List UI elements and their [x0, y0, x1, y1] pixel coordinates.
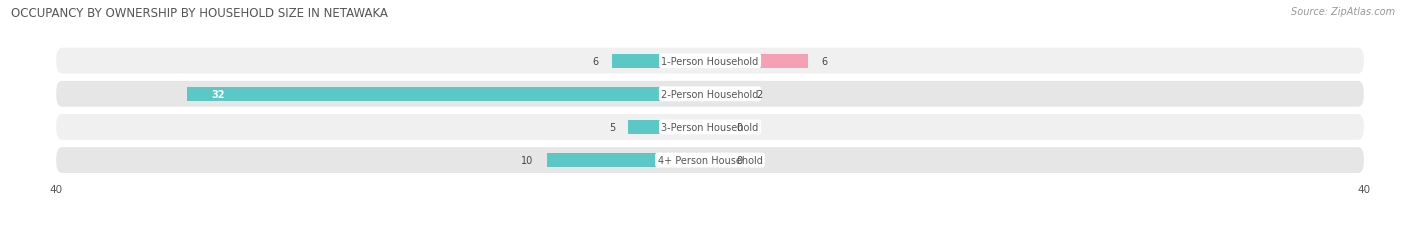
FancyBboxPatch shape	[56, 148, 1364, 173]
Text: 1-Person Household: 1-Person Household	[661, 56, 759, 66]
Text: 2: 2	[756, 89, 762, 99]
Text: 3-Person Household: 3-Person Household	[661, 122, 759, 132]
Text: 0: 0	[737, 122, 742, 132]
Bar	[628, 120, 710, 134]
FancyBboxPatch shape	[56, 49, 1364, 74]
Text: 2-Person Household: 2-Person Household	[661, 89, 759, 99]
Text: 10: 10	[522, 155, 533, 165]
Bar	[710, 120, 723, 134]
Bar	[612, 54, 710, 68]
Bar	[710, 54, 808, 68]
Text: Source: ZipAtlas.com: Source: ZipAtlas.com	[1291, 7, 1395, 17]
Text: 32: 32	[211, 89, 225, 99]
Text: 6: 6	[593, 56, 599, 66]
Text: 0: 0	[737, 155, 742, 165]
Bar	[547, 153, 710, 167]
Text: 4+ Person Household: 4+ Person Household	[658, 155, 762, 165]
Bar	[187, 87, 710, 101]
FancyBboxPatch shape	[56, 115, 1364, 140]
Bar	[710, 87, 742, 101]
Text: 6: 6	[821, 56, 827, 66]
Text: 5: 5	[609, 122, 616, 132]
Bar	[710, 153, 723, 167]
FancyBboxPatch shape	[56, 82, 1364, 107]
Text: OCCUPANCY BY OWNERSHIP BY HOUSEHOLD SIZE IN NETAWAKA: OCCUPANCY BY OWNERSHIP BY HOUSEHOLD SIZE…	[11, 7, 388, 20]
